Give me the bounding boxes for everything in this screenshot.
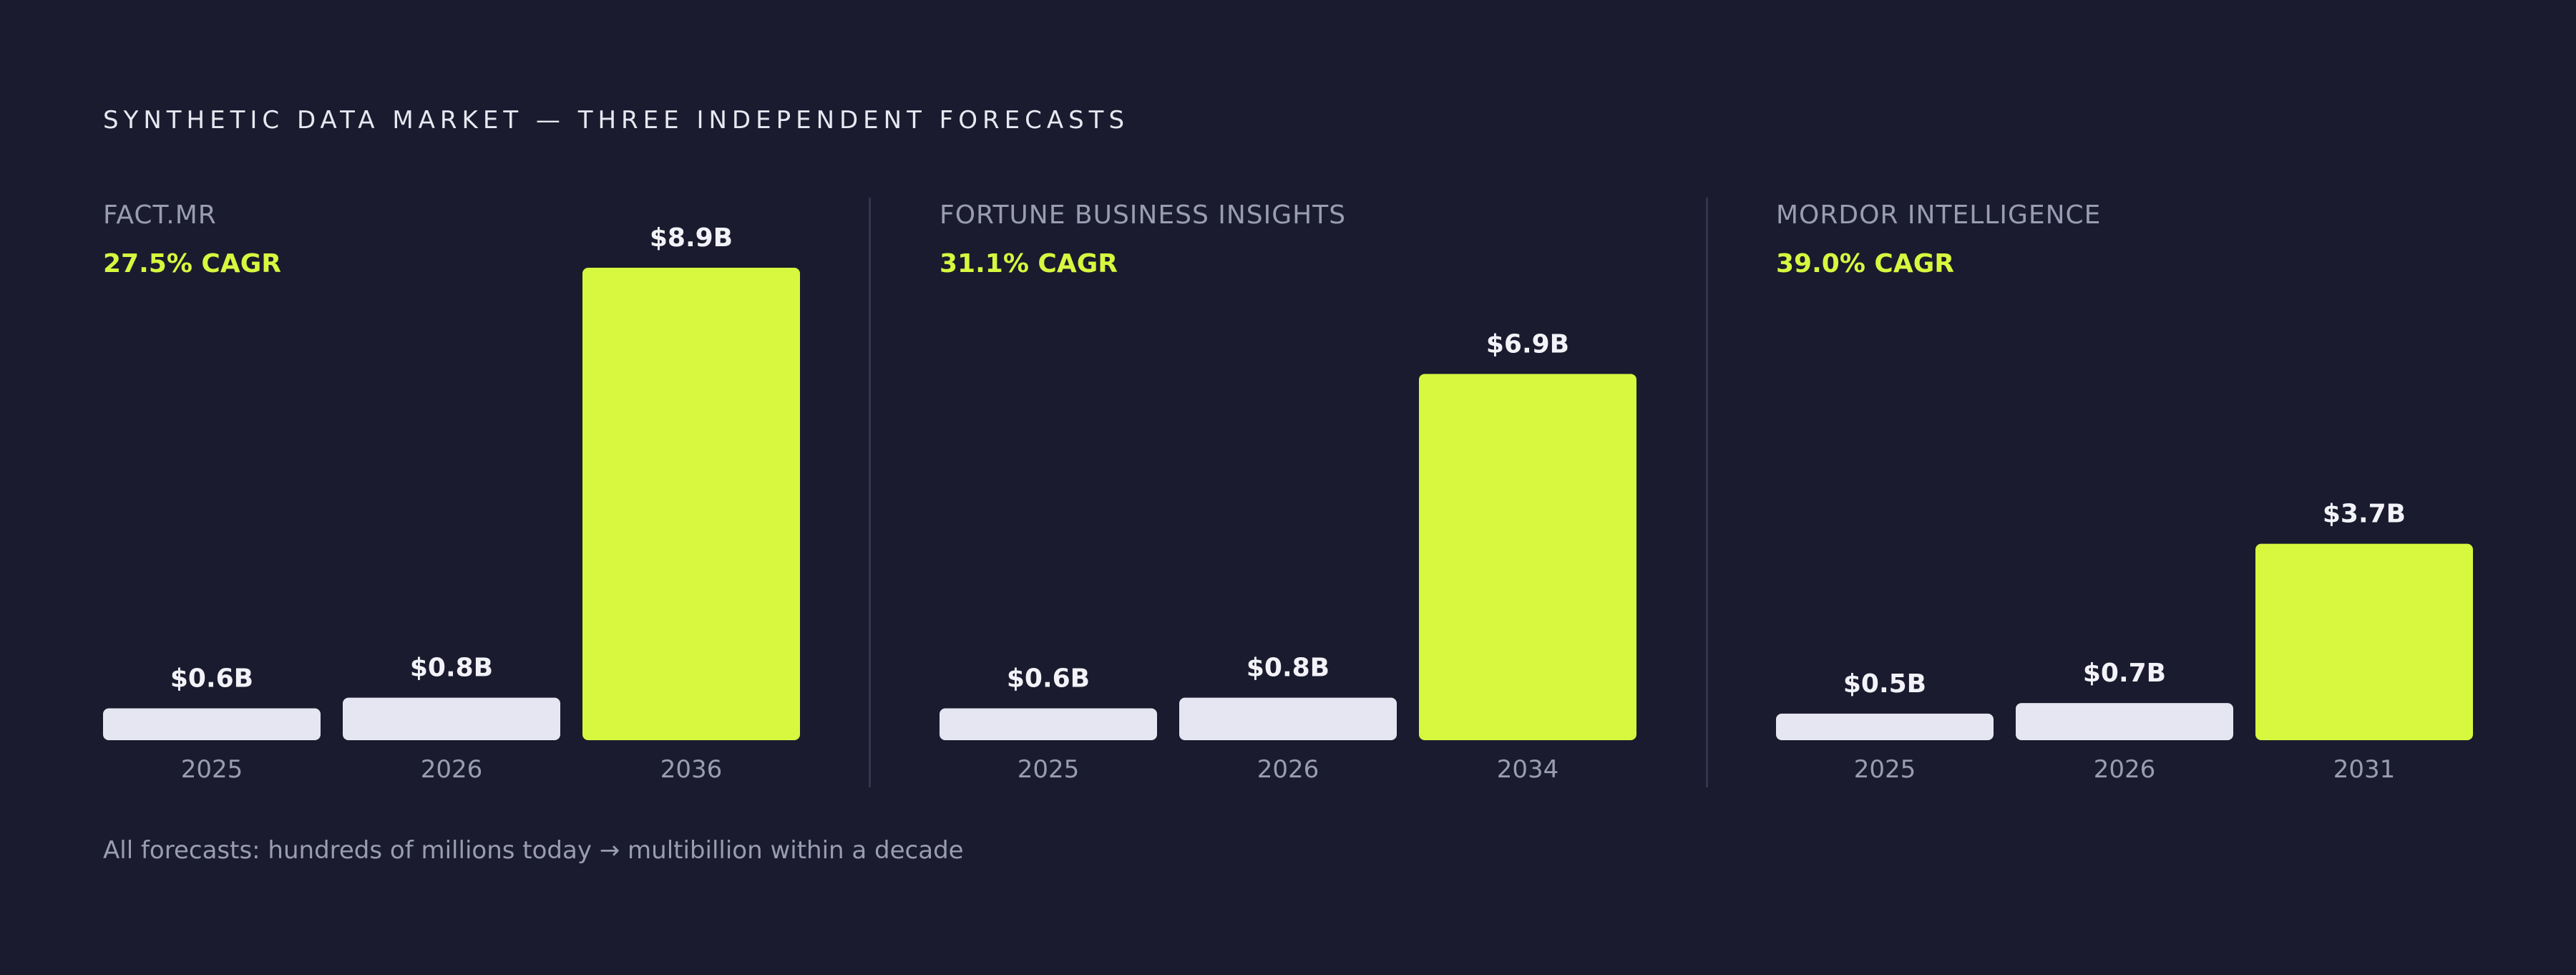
panel-divider	[1706, 198, 1708, 787]
bar-value-label: $0.8B	[410, 654, 493, 683]
forecaster-name: FORTUNE BUSINESS INSIGHTS	[940, 200, 1347, 230]
bar-value-label: $0.7B	[2083, 659, 2166, 688]
year-tick-label: 2031	[2333, 755, 2396, 784]
cagr-label: 31.1% CAGR	[940, 249, 1118, 278]
bar-value-label: $0.8B	[1246, 654, 1330, 683]
current-bar	[2016, 703, 2233, 740]
panel-divider	[869, 198, 871, 787]
cagr-label: 27.5% CAGR	[103, 249, 281, 278]
current-bar	[1179, 697, 1397, 740]
bar-value-label: $0.5B	[1843, 669, 1926, 699]
year-tick-label: 2026	[2094, 755, 2156, 784]
current-bar	[103, 708, 321, 740]
page-title: SYNTHETIC DATA MARKET — THREE INDEPENDEN…	[103, 106, 1130, 135]
forecaster-name: MORDOR INTELLIGENCE	[1776, 200, 2102, 230]
forecast-bar	[2255, 543, 2473, 740]
bar-value-label: $0.6B	[170, 664, 253, 694]
bar-value-label: $0.6B	[1007, 664, 1090, 694]
current-bar	[1776, 713, 1994, 740]
forecast-bar	[1419, 374, 1636, 740]
footnote: All forecasts: hundreds of millions toda…	[103, 836, 964, 865]
current-bar	[940, 708, 1157, 740]
year-tick-label: 2025	[181, 755, 243, 784]
year-tick-label: 2025	[1018, 755, 1080, 784]
year-tick-label: 2026	[421, 755, 483, 784]
year-tick-label: 2025	[1854, 755, 1916, 784]
year-tick-label: 2026	[1257, 755, 1319, 784]
current-bar	[343, 697, 560, 740]
forecaster-name: FACT.MR	[103, 200, 217, 230]
bar-value-label: $8.9B	[650, 223, 733, 253]
year-tick-label: 2036	[660, 755, 723, 784]
bar-value-label: $3.7B	[2323, 500, 2406, 529]
forecast-bar	[582, 268, 800, 740]
cagr-label: 39.0% CAGR	[1776, 249, 1954, 278]
bar-value-label: $6.9B	[1486, 329, 1569, 359]
year-tick-label: 2034	[1497, 755, 1559, 784]
